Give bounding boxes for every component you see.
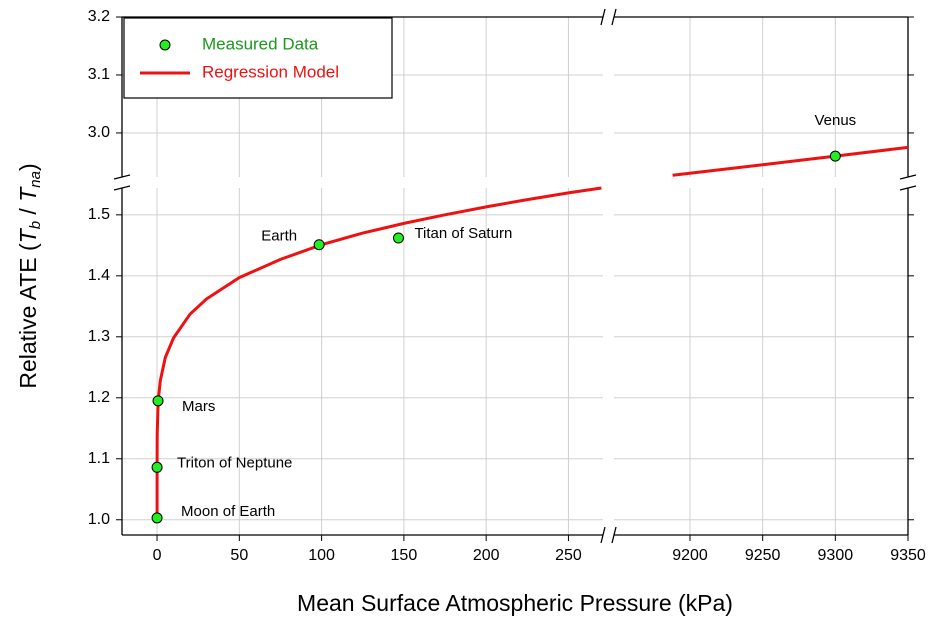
point-label: Mars <box>182 398 215 415</box>
data-point <box>829 150 841 162</box>
axis-break <box>113 185 131 191</box>
axis-break <box>113 174 131 180</box>
y-tick-label: 1.2 <box>88 389 110 406</box>
x-tick-label: 200 <box>473 547 500 564</box>
point-label: Triton of Neptune <box>177 454 292 471</box>
point-label: Venus <box>814 112 856 129</box>
x-tick-label: 150 <box>391 547 418 564</box>
axis-break <box>600 526 606 544</box>
data-point <box>392 232 404 244</box>
point-label: Earth <box>261 228 297 245</box>
y-tick-label: 1.4 <box>88 267 110 284</box>
regression-line <box>155 186 602 520</box>
axis-break <box>899 174 917 180</box>
legend-label: Regression Model <box>202 62 339 81</box>
axis-break <box>611 8 617 26</box>
x-tick-label: 250 <box>555 547 582 564</box>
legend-label: Measured Data <box>202 34 319 53</box>
point-label: Titan of Saturn <box>414 225 512 242</box>
y-tick-label: 3.2 <box>88 8 110 25</box>
y-tick-label: 1.1 <box>88 450 110 467</box>
x-tick-label: 9200 <box>672 547 708 564</box>
x-tick-label: 100 <box>308 547 335 564</box>
regression-line <box>672 145 909 177</box>
y-axis-label: Relative ATE (Tb / Tna) <box>15 163 44 388</box>
axis-break <box>899 185 917 191</box>
y-tick-label: 1.3 <box>88 328 110 345</box>
data-point <box>151 461 163 473</box>
y-tick-label: 3.1 <box>88 66 110 83</box>
y-tick-label: 1.0 <box>88 511 110 528</box>
x-tick-label: 50 <box>230 547 248 564</box>
x-tick-label: 9300 <box>818 547 854 564</box>
x-tick-label: 0 <box>153 547 162 564</box>
legend-box <box>123 17 393 99</box>
axis-break <box>600 8 606 26</box>
x-axis-label: Mean Surface Atmospheric Pressure (kPa) <box>297 590 733 616</box>
y-tick-label: 1.5 <box>88 206 110 223</box>
axis-break <box>611 526 617 544</box>
x-tick-label: 9350 <box>890 547 926 564</box>
data-point <box>313 239 325 251</box>
point-label: Moon of Earth <box>181 503 275 520</box>
data-point <box>152 395 164 407</box>
data-point <box>151 512 163 524</box>
y-tick-label: 3.0 <box>88 124 110 141</box>
legend-marker <box>159 39 171 51</box>
x-tick-label: 9250 <box>745 547 781 564</box>
